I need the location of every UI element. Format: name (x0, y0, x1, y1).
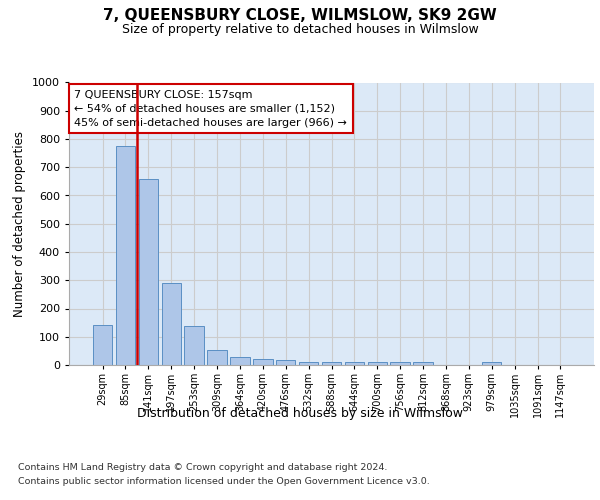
Bar (116, 146, 135, 365)
Text: Contains public sector information licensed under the Open Government Licence v3: Contains public sector information licen… (18, 478, 430, 486)
Bar (322, 362, 341, 365)
Bar (482, 362, 502, 365)
Text: Size of property relative to detached houses in Wilmslow: Size of property relative to detached ho… (122, 22, 478, 36)
Text: 7, QUEENSBURY CLOSE, WILMSLOW, SK9 2GW: 7, QUEENSBURY CLOSE, WILMSLOW, SK9 2GW (103, 8, 497, 22)
Bar (230, 357, 250, 365)
Bar (368, 362, 387, 365)
Bar (344, 362, 364, 365)
Bar (139, 178, 158, 365)
Text: Contains HM Land Registry data © Crown copyright and database right 2024.: Contains HM Land Registry data © Crown c… (18, 462, 388, 471)
Bar (184, 326, 204, 365)
Text: 7 QUEENSBURY CLOSE: 157sqm
← 54% of detached houses are smaller (1,152)
45% of s: 7 QUEENSBURY CLOSE: 157sqm ← 54% of deta… (74, 90, 347, 128)
Bar (208, 350, 227, 365)
Text: Distribution of detached houses by size in Wilmslow: Distribution of detached houses by size … (137, 408, 463, 420)
Bar (161, 283, 181, 365)
Bar (253, 360, 272, 365)
Bar (391, 362, 410, 365)
Bar (93, 326, 112, 365)
Bar (276, 360, 295, 365)
Bar (299, 362, 319, 365)
Y-axis label: Number of detached properties: Number of detached properties (13, 130, 26, 317)
Bar (413, 362, 433, 365)
